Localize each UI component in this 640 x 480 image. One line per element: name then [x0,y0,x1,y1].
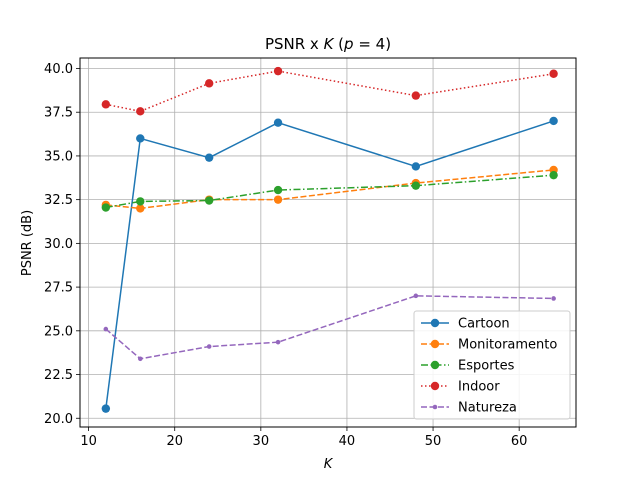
plot-series [101,66,558,413]
legend-item-cartoon: Cartoon [421,317,510,332]
legend-marker [432,404,438,410]
legend-marker [430,381,440,391]
legend-label: Monitoramento [458,338,557,353]
x-axis-label: K [324,457,334,472]
legend-label: Esportes [458,359,515,374]
data-point [101,404,111,413]
data-point [101,203,111,212]
y-tick-label: 30.0 [44,237,73,252]
legend-item-monitoramento: Monitoramento [421,338,557,353]
series-esportes [101,170,558,212]
legend-label: Natureza [458,401,517,416]
series-line [105,169,554,210]
data-point [551,296,556,301]
data-point [101,100,111,109]
legend-box [413,310,571,420]
data-point [273,66,283,76]
legend-marker [430,318,440,328]
data-point [136,107,145,116]
series-line [105,174,554,209]
y-tick-label: 20.0 [44,412,73,427]
data-point [411,91,421,100]
x-tick-label: 10 [80,434,97,449]
y-tick-label: 40.0 [44,62,73,77]
series-line [105,295,554,360]
series-cartoon [101,116,558,413]
data-point [273,118,283,127]
series-indoor [101,66,558,116]
data-point [103,326,109,332]
axis-ticks: 10 20 30 40 50 60 20.0 22.5 25.0 27.5 30.0 32.5 35.0… [44,62,527,449]
y-tick-label: 35.0 [44,149,73,164]
data-point [137,356,143,362]
y-axis-label: PSNR (dB) [20,210,35,276]
x-tick-label: 30 [253,434,270,449]
plot-frame [79,57,577,428]
legend-item-indoor: Indoor [421,380,500,395]
series-line [105,70,554,113]
data-point [411,162,421,171]
legend-label: Cartoon [458,317,510,332]
data-point [549,116,558,126]
series-natureza [103,293,556,362]
data-point [549,69,558,78]
data-point [204,153,214,162]
legend: Cartoon Monitoramento Esportes Indoor Nature… [413,310,571,420]
x-tick-label: 20 [166,434,183,449]
x-tick-label: 40 [339,434,356,449]
x-tick-label: 60 [511,434,528,449]
data-point [206,344,212,349]
data-point [413,293,419,299]
legend-item-esportes: Esportes [421,359,515,374]
data-point [411,181,421,190]
data-point [136,197,145,206]
chart-title: PSNR x K (p = 4) [265,35,391,53]
y-tick-label: 22.5 [44,368,73,383]
data-point [204,79,214,88]
y-tick-label: 37.5 [44,106,73,121]
data-point [136,204,145,213]
data-point [549,170,558,180]
grid [80,58,576,427]
legend-label: Indoor [458,380,500,395]
x-tick-label: 50 [425,434,442,449]
y-tick-label: 25.0 [44,324,73,339]
data-point [273,195,283,204]
series-line [105,120,554,409]
series-monitoramento [101,165,558,213]
data-point [275,339,281,345]
legend-marker [430,360,440,370]
y-tick-label: 27.5 [44,281,73,296]
legend-item-natureza: Natureza [421,401,517,416]
legend-marker [430,339,440,349]
data-point [273,185,283,195]
data-point [204,196,214,205]
data-point [136,134,145,143]
y-tick-label: 32.5 [44,193,73,208]
